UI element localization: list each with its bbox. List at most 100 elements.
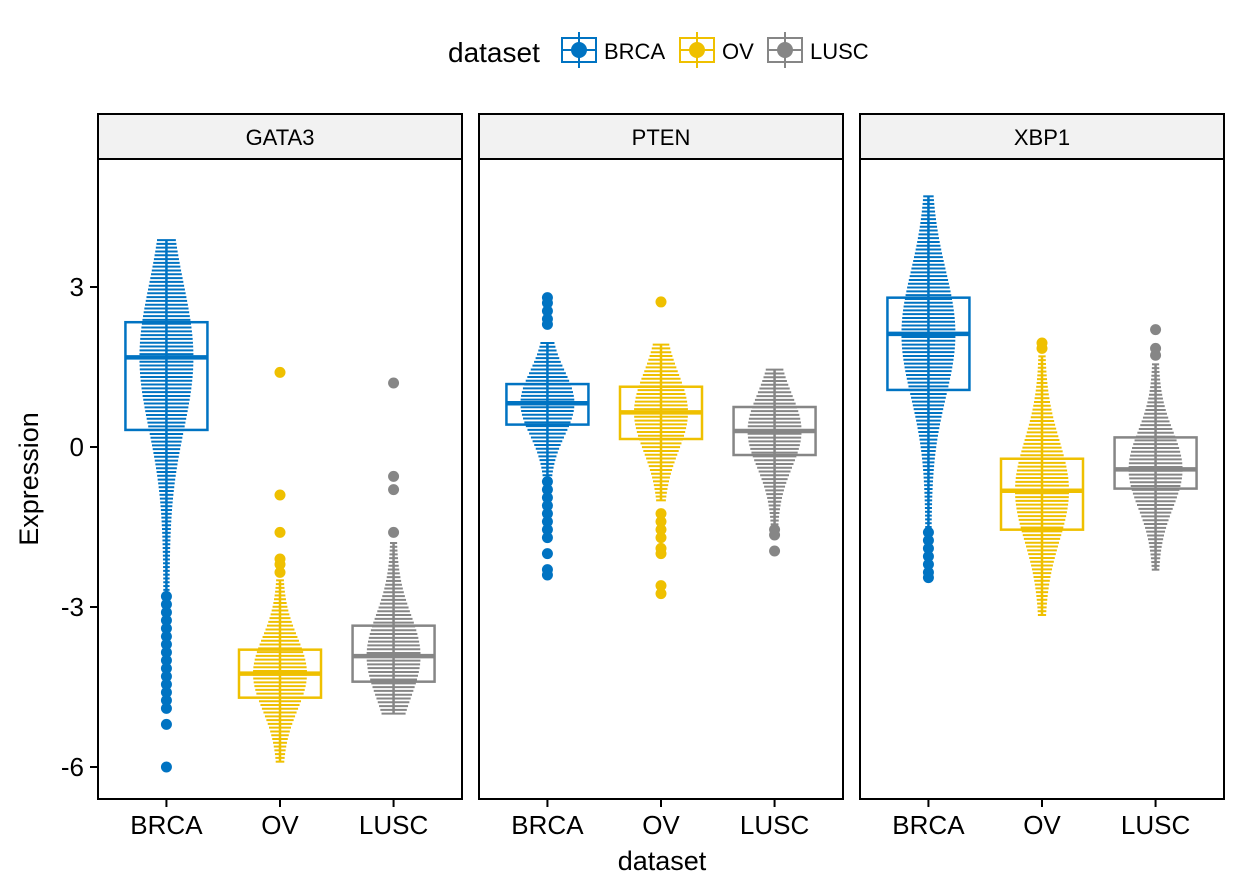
box-ov bbox=[999, 337, 1085, 616]
y-tick-label: 0 bbox=[70, 432, 84, 462]
outlier-point bbox=[160, 662, 172, 674]
box-iqr bbox=[886, 296, 971, 392]
outlier-point bbox=[160, 646, 172, 658]
outlier-point bbox=[541, 500, 553, 512]
legend-key-point bbox=[689, 42, 705, 58]
outlier-point bbox=[655, 548, 667, 560]
x-axis-label: dataset bbox=[618, 846, 707, 876]
facet-title: XBP1 bbox=[1014, 125, 1070, 150]
outlier-point bbox=[541, 484, 553, 496]
outlier-point bbox=[274, 526, 286, 538]
outlier-point bbox=[160, 678, 172, 690]
legend-item-ov: OV bbox=[679, 32, 754, 68]
box-iqr bbox=[999, 457, 1085, 531]
outlier-point bbox=[922, 558, 934, 570]
x-tick-label: BRCA bbox=[511, 810, 584, 840]
panel-pten: PTEN BRCA OV LUSC bbox=[478, 113, 844, 840]
outlier-point bbox=[160, 686, 172, 698]
outlier-point bbox=[1150, 349, 1162, 361]
outlier-point bbox=[541, 524, 553, 536]
box-lusc bbox=[351, 377, 436, 715]
x-tick-label: LUSC bbox=[359, 810, 428, 840]
x-tick-label: OV bbox=[261, 810, 299, 840]
panel-gata3: GATA3 BRCA OV LUSC bbox=[97, 113, 463, 840]
outlier-point bbox=[160, 670, 172, 682]
outlier-point bbox=[541, 569, 553, 581]
outlier-point bbox=[274, 366, 286, 378]
outlier-point bbox=[388, 484, 400, 496]
box-ov bbox=[237, 366, 323, 763]
outlier-point bbox=[1150, 324, 1162, 336]
legend-item-brca: BRCA bbox=[561, 32, 665, 68]
outlier-point bbox=[388, 377, 400, 389]
legend: dataset BRCA OV LUSC bbox=[448, 32, 869, 68]
x-tick-label: BRCA bbox=[892, 810, 965, 840]
outlier-point bbox=[541, 297, 553, 309]
outlier-point bbox=[160, 694, 172, 706]
y-tick-label: -6 bbox=[61, 752, 84, 782]
legend-items: BRCA OV LUSC bbox=[561, 32, 869, 68]
box-iqr bbox=[351, 624, 436, 683]
outlier-point bbox=[160, 718, 172, 730]
panel-xbp1: XBP1 BRCA OV LUSC bbox=[859, 113, 1225, 840]
outlier-point bbox=[160, 638, 172, 650]
outlier-point bbox=[655, 580, 667, 592]
x-tick-label: OV bbox=[642, 810, 680, 840]
outlier-point bbox=[541, 516, 553, 528]
outlier-point bbox=[541, 508, 553, 520]
legend-key-point bbox=[777, 42, 793, 58]
box-brca bbox=[505, 292, 590, 581]
outlier-point bbox=[160, 598, 172, 610]
legend-label: BRCA bbox=[604, 39, 665, 64]
box-brca bbox=[124, 239, 209, 773]
x-tick-label: LUSC bbox=[1121, 810, 1190, 840]
outlier-point bbox=[160, 614, 172, 626]
outlier-point bbox=[274, 558, 286, 570]
box-lusc bbox=[732, 368, 817, 557]
outlier-point bbox=[160, 606, 172, 618]
legend-key-point bbox=[571, 42, 587, 58]
outlier-point bbox=[541, 305, 553, 317]
outlier-point bbox=[160, 622, 172, 634]
outlier-point bbox=[388, 526, 400, 538]
facet-strip bbox=[478, 113, 844, 160]
y-tick-label: -3 bbox=[61, 592, 84, 622]
outlier-point bbox=[922, 526, 934, 538]
outlier-point bbox=[541, 476, 553, 488]
outlier-point bbox=[655, 532, 667, 544]
outlier-point bbox=[160, 630, 172, 642]
box-iqr bbox=[124, 320, 209, 432]
outlier-point bbox=[160, 761, 172, 773]
x-tick-label: BRCA bbox=[130, 810, 203, 840]
legend-label: LUSC bbox=[810, 39, 869, 64]
outlier-point bbox=[922, 550, 934, 562]
box-lusc bbox=[1113, 324, 1198, 571]
box-iqr bbox=[1113, 436, 1198, 490]
outlier-point bbox=[655, 296, 667, 308]
panels: GATA3 BRCA OV LUSC PTEN BRCA OV LUSC XBP1 BRCA OV L… bbox=[97, 113, 1225, 840]
outlier-point bbox=[922, 572, 934, 584]
outlier-point bbox=[922, 534, 934, 546]
outlier-point bbox=[160, 654, 172, 666]
outlier-point bbox=[388, 470, 400, 482]
outlier-point bbox=[541, 548, 553, 560]
outlier-point bbox=[655, 588, 667, 600]
outlier-point bbox=[769, 545, 781, 557]
outlier-point bbox=[655, 524, 667, 536]
outlier-point bbox=[274, 566, 286, 578]
outlier-point bbox=[541, 532, 553, 544]
y-axis: -6 -3 0 3 bbox=[61, 272, 98, 782]
outlier-point bbox=[922, 542, 934, 554]
outlier-point bbox=[541, 318, 553, 330]
legend-title: dataset bbox=[448, 37, 540, 68]
outlier-point bbox=[160, 590, 172, 602]
outlier-point bbox=[541, 492, 553, 504]
legend-item-lusc: LUSC bbox=[767, 32, 869, 68]
facet-title: PTEN bbox=[632, 125, 691, 150]
outlier-point bbox=[160, 702, 172, 714]
outlier-point bbox=[769, 529, 781, 541]
y-tick-label: 3 bbox=[70, 272, 84, 302]
x-tick-label: LUSC bbox=[740, 810, 809, 840]
outlier-point bbox=[655, 508, 667, 520]
